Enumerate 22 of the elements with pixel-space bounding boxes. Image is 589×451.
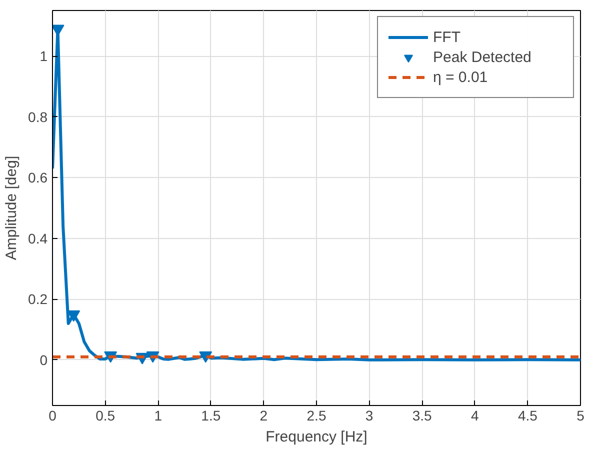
legend-label: Peak Detected bbox=[433, 48, 532, 66]
x-tick-label: 2.5 bbox=[306, 408, 326, 424]
y-tick-label: 0.4 bbox=[28, 230, 48, 246]
legend-label: η = 0.01 bbox=[433, 68, 489, 86]
x-tick-label: 3.5 bbox=[412, 408, 432, 424]
x-tick-label: 0.5 bbox=[96, 408, 116, 424]
x-tick-label: 4.5 bbox=[518, 408, 538, 424]
x-axis-title: Frequency [Hz] bbox=[266, 428, 368, 446]
y-tick-label: 0.8 bbox=[28, 108, 48, 125]
point bbox=[67, 310, 80, 322]
x-tick-label: 5 bbox=[576, 408, 585, 424]
x-tick-label: 4 bbox=[471, 408, 480, 424]
x-tick-label: 1 bbox=[154, 408, 162, 424]
x-tick-label: 2 bbox=[260, 408, 268, 424]
y-axis-title: Amplitude [deg] bbox=[3, 156, 20, 260]
y-tick-label: 0.6 bbox=[28, 170, 48, 186]
legend-label: FFT bbox=[433, 28, 462, 46]
y-tick-label: 0 bbox=[40, 352, 48, 368]
y-tick-label: 0.2 bbox=[28, 291, 48, 308]
x-tick-label: 1.5 bbox=[201, 408, 221, 424]
y-tick-label: 1 bbox=[40, 48, 48, 64]
x-tick-label: 3 bbox=[365, 408, 374, 424]
